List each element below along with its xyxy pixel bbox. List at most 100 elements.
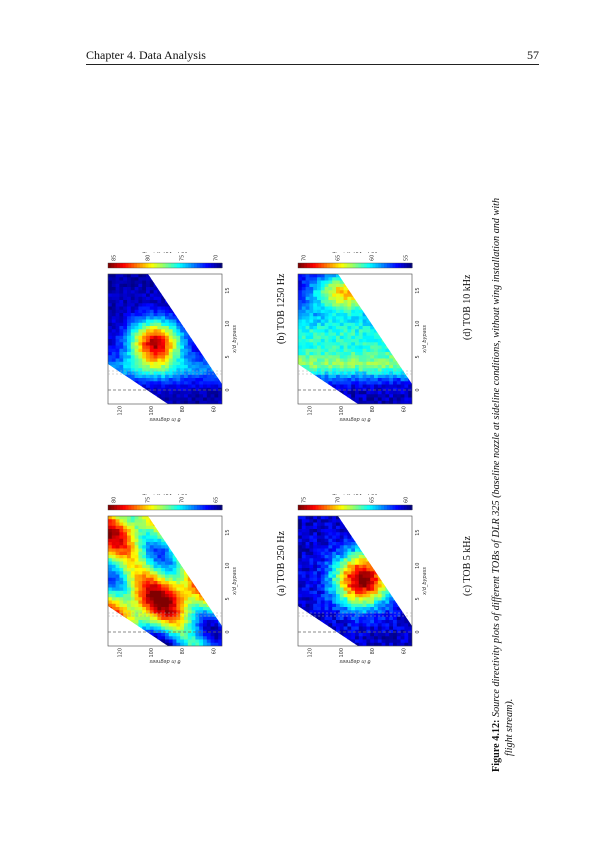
heat-cell (191, 377, 196, 382)
heat-cell (111, 619, 117, 624)
heat-cell (385, 564, 390, 568)
heat-cell (374, 338, 379, 343)
colorbar-cell (386, 505, 390, 510)
heat-cell (374, 603, 379, 607)
heat-cell (195, 528, 200, 533)
heat-cell (115, 331, 121, 336)
heat-cell (324, 619, 329, 624)
heat-cell (172, 289, 177, 294)
heat-cell (165, 554, 170, 559)
heat-cell (191, 325, 196, 330)
heat-cell (153, 547, 158, 552)
heat-cell (381, 283, 386, 287)
heat-cell (301, 638, 307, 643)
heat-cell (389, 547, 394, 552)
heat-cell (320, 338, 326, 343)
heat-cell (336, 570, 341, 575)
heat-cell (191, 638, 196, 643)
heat-cell (313, 518, 318, 523)
heat-cell (377, 305, 383, 310)
heat-cell (142, 335, 147, 339)
heat-cell (157, 567, 162, 572)
heat-cell (313, 351, 318, 356)
heat-cell (347, 518, 352, 523)
heat-cell (180, 367, 185, 372)
heat-cell (305, 279, 311, 284)
heat-cell (108, 577, 113, 581)
x-axis-label: x/d_bypass (232, 325, 238, 354)
x-tick-label: 0 (225, 388, 231, 391)
heat-cell (153, 603, 158, 607)
heat-cell (385, 560, 390, 565)
heat-cell (115, 564, 121, 568)
heat-cell (351, 289, 356, 294)
heat-cell (343, 361, 348, 365)
heat-cell (366, 632, 371, 637)
heat-cell (153, 616, 158, 620)
heat-cell (119, 357, 124, 362)
heat-cell (317, 357, 322, 362)
heat-cell (127, 335, 132, 339)
heat-cell (301, 557, 307, 562)
heat-cell (127, 302, 132, 307)
heat-cell (210, 632, 215, 637)
heat-cell (305, 338, 311, 343)
heat-cell (370, 586, 375, 591)
heat-cell (161, 312, 166, 317)
heat-cell (393, 632, 398, 637)
heat-cell (339, 544, 345, 549)
heat-cell (385, 289, 390, 294)
heat-cell (153, 580, 158, 585)
heat-cell (157, 609, 162, 614)
heat-cell (393, 344, 398, 349)
heat-cell (157, 302, 162, 307)
heat-cell (146, 393, 151, 398)
heat-cell (180, 525, 185, 529)
heat-cell (199, 276, 204, 281)
heat-cell (134, 302, 139, 307)
heat-cell (320, 599, 326, 604)
heat-cell (111, 557, 117, 562)
heat-cell (134, 583, 139, 588)
heat-cell (123, 518, 128, 523)
heat-cell (214, 625, 219, 630)
heat-cell (119, 302, 124, 307)
heat-cell (115, 583, 121, 588)
heat-cell (404, 279, 409, 284)
heat-cell (374, 292, 379, 297)
heat-cell (138, 629, 143, 633)
heat-cell (362, 596, 367, 601)
heat-cell (393, 315, 398, 320)
heat-cell (343, 603, 348, 607)
heat-cell (339, 374, 345, 378)
heat-cell (153, 570, 158, 575)
heat-cell (199, 328, 204, 333)
heat-cell (161, 286, 166, 291)
heat-cell (358, 315, 364, 320)
heat-cell (381, 577, 386, 581)
heat-cell (396, 312, 402, 317)
heat-cell (366, 577, 371, 581)
heat-cell (142, 599, 147, 604)
heat-cell (298, 315, 303, 320)
heat-cell (180, 619, 185, 624)
heat-cell (165, 361, 170, 365)
heat-cell (199, 374, 204, 378)
heat-cell (161, 577, 166, 581)
heat-cell (305, 606, 311, 611)
heat-cell (393, 348, 398, 352)
heat-cell (351, 564, 356, 568)
heat-cell (108, 573, 113, 578)
heat-cell (332, 544, 337, 549)
heat-cell (370, 521, 375, 526)
heat-cell (127, 544, 132, 549)
heat-cell (168, 296, 174, 300)
heat-cell (301, 318, 307, 323)
heat-cell (358, 642, 364, 646)
heat-cell (142, 622, 147, 627)
heat-cell (301, 325, 307, 330)
heat-cell (328, 315, 333, 320)
heat-cell (195, 551, 200, 555)
heat-cell (336, 357, 341, 362)
heat-cell (195, 518, 200, 523)
